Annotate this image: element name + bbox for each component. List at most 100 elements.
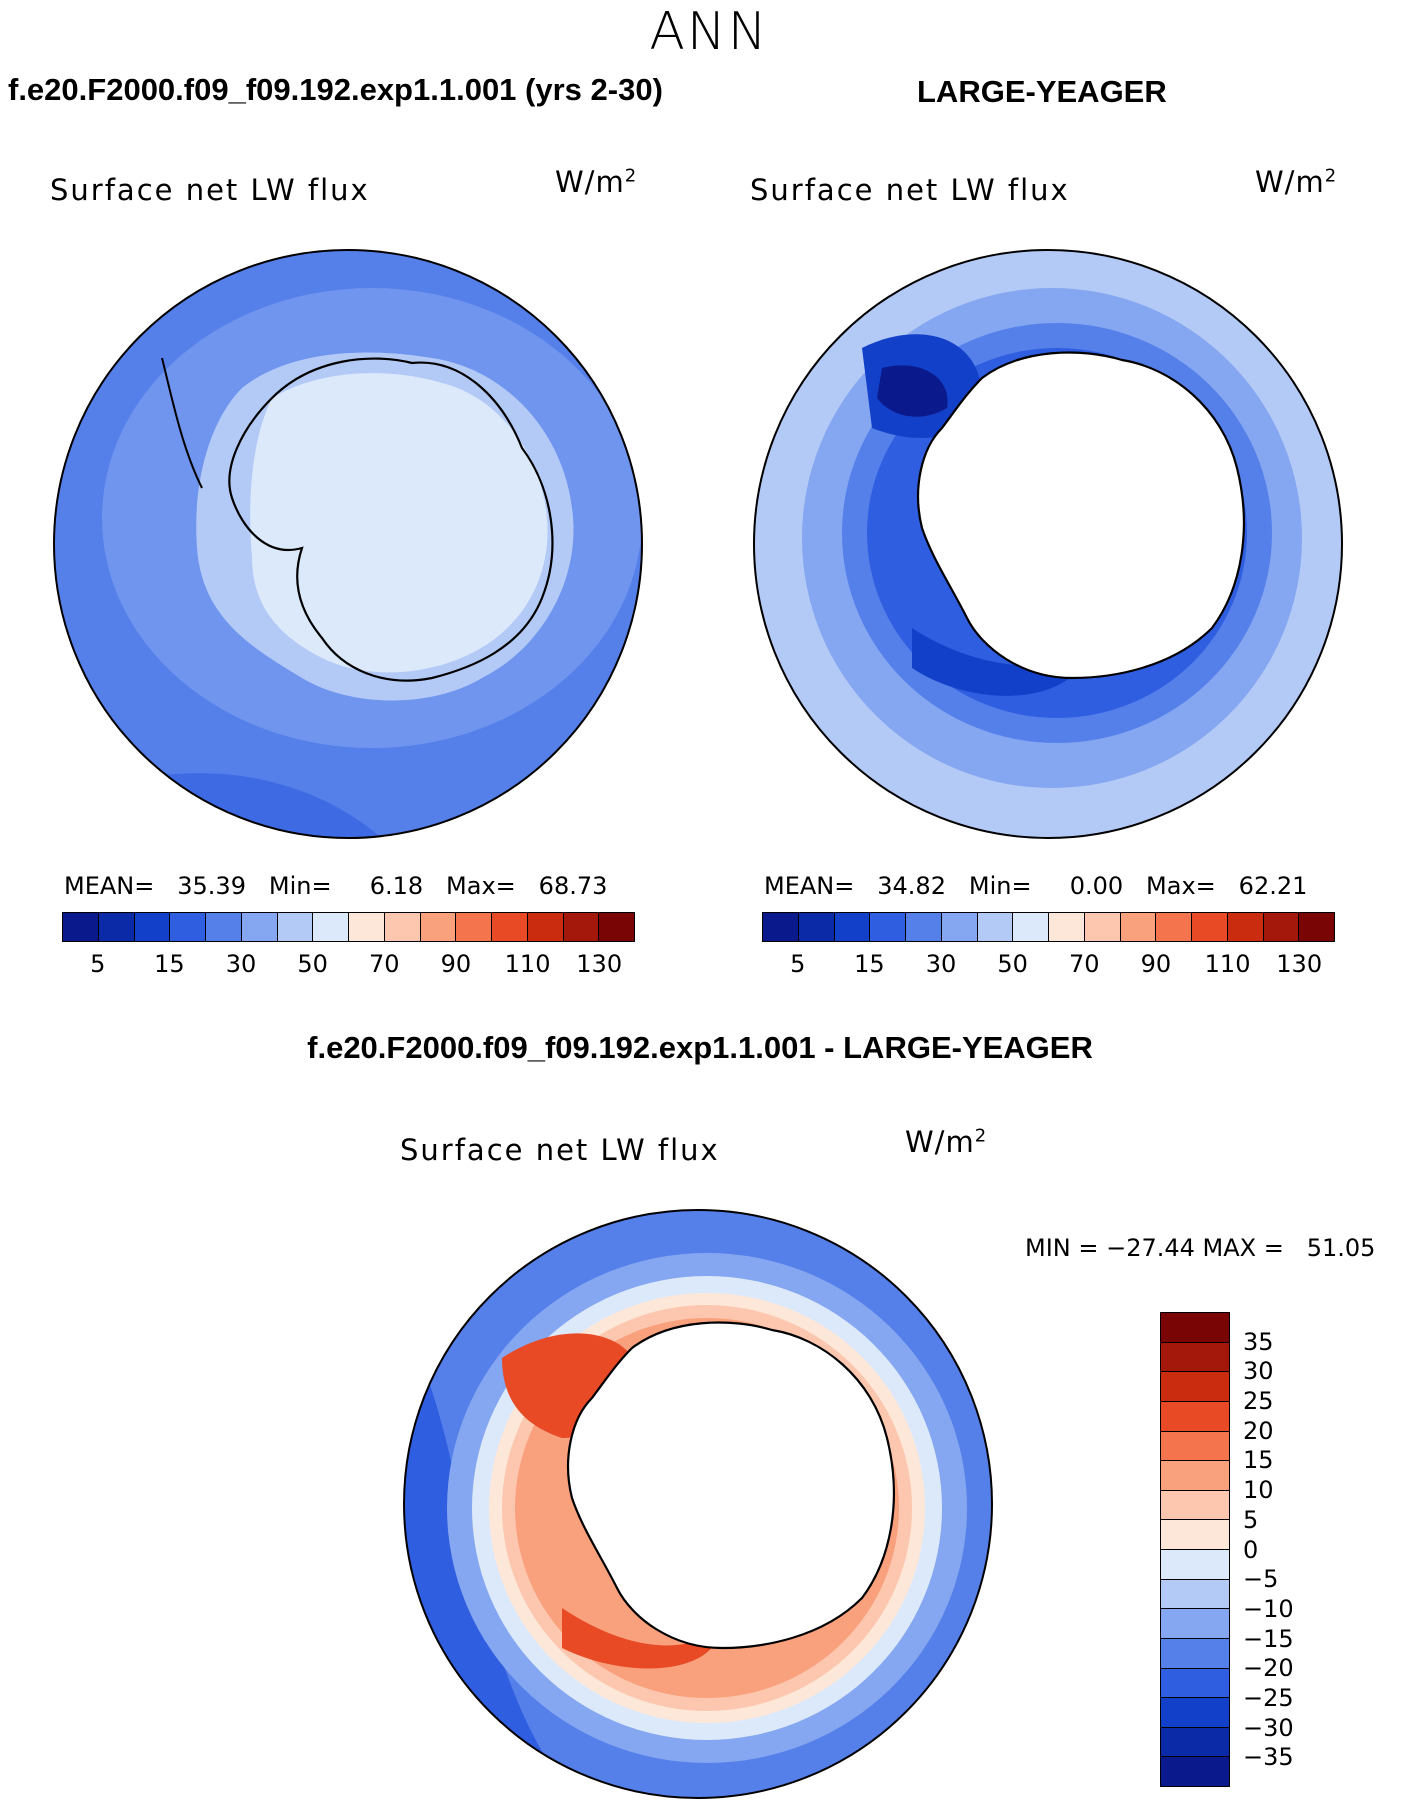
colorbar-swatch <box>1192 913 1228 941</box>
colorbar-swatch <box>1161 1520 1229 1550</box>
colorbar-tick-label: 35 <box>1243 1327 1274 1356</box>
colorbar-swatch <box>1161 1727 1229 1758</box>
mean-value: 34.82 <box>877 872 946 900</box>
colorbar-swatch <box>1161 1638 1229 1669</box>
peninsula-coastline <box>161 357 203 489</box>
units-diff: W/m2 <box>905 1125 988 1159</box>
colorbar-tick-label: 70 <box>1069 950 1100 978</box>
colorbar-swatch <box>1227 913 1264 941</box>
colorbar-swatch <box>1161 1431 1229 1462</box>
colorbar-tick-label: 70 <box>369 950 400 978</box>
colorbar-swatch <box>941 913 978 941</box>
max-label: Max= <box>1146 872 1216 900</box>
colorbar-tick-label: 30 <box>925 950 957 978</box>
colorbar-swatch <box>1161 1698 1229 1728</box>
map-border <box>403 1209 993 1799</box>
contour-band <box>912 628 1092 696</box>
colorbar-ticks-left: 5 15 30 50 70 90 110 130 <box>62 950 635 980</box>
colorbar-tick-label: 15 <box>1243 1446 1274 1475</box>
colorbar-swatch <box>1299 913 1334 941</box>
min-value: 6.18 <box>369 872 424 900</box>
colorbar-tick-label: −25 <box>1243 1683 1294 1712</box>
colorbar-swatch <box>1161 1579 1229 1610</box>
map-left <box>53 249 643 839</box>
contour-band <box>562 1608 722 1669</box>
mean-label: MEAN= <box>764 872 855 900</box>
colorbar-tick-label: 30 <box>225 950 257 978</box>
variable-title-left: Surface net LW flux <box>50 173 370 207</box>
mean-label: MEAN= <box>64 872 155 900</box>
units-left: W/m2 <box>555 165 638 199</box>
colorbar-tick-label: 90 <box>1140 950 1172 978</box>
colorbar-tick-label: −30 <box>1243 1713 1294 1742</box>
colorbar-tick-label: 110 <box>1204 950 1251 978</box>
colorbar-swatch <box>1161 1668 1229 1699</box>
colorbar-tick-label: 90 <box>440 950 472 978</box>
colorbar-tick-label: 0 <box>1243 1535 1259 1564</box>
colorbar-tick-label: 10 <box>1243 1476 1274 1505</box>
colorbar-swatch <box>349 913 385 941</box>
colorbar-swatch <box>241 913 278 941</box>
colorbar-swatch <box>456 913 492 941</box>
colorbar-swatch <box>313 913 349 941</box>
colorbar-swatch <box>1161 1313 1229 1343</box>
colorbar-swatch <box>63 913 99 941</box>
colorbar-swatch <box>1161 1372 1229 1402</box>
colorbar-swatch <box>170 913 206 941</box>
colorbar-swatch <box>1049 913 1085 941</box>
variable-title-right: Surface net LW flux <box>750 173 1070 207</box>
colorbar-swatch <box>1263 913 1300 941</box>
min-label: Min= <box>968 872 1032 900</box>
colorbar-swatch <box>1156 913 1192 941</box>
colorbar-swatch <box>277 913 314 941</box>
map-diff <box>403 1209 993 1799</box>
colorbar-swatch <box>1161 1757 1229 1786</box>
diff-title: f.e20.F2000.f09_f09.192.exp1.1.001 - LAR… <box>307 1030 1093 1065</box>
colorbar-tick-label: 50 <box>997 950 1028 978</box>
colorbar-swatch <box>1013 913 1049 941</box>
colorbar-tick-label: 5 <box>790 950 806 978</box>
map-border <box>53 249 643 839</box>
stats-left: MEAN= 35.39 Min= 6.18 Max= 68.73 <box>64 872 607 900</box>
colorbar-swatch <box>1161 1490 1229 1521</box>
colorbar-swatch <box>206 913 242 941</box>
colorbar-tick-label: 130 <box>1276 950 1323 978</box>
colorbar-swatch <box>98 913 135 941</box>
colorbar-tick-label: 20 <box>1243 1416 1274 1445</box>
colorbar-swatch <box>798 913 835 941</box>
colorbar-left <box>62 912 635 942</box>
colorbar-swatch <box>599 913 634 941</box>
colorbar-swatch <box>1161 1609 1229 1639</box>
colorbar-tick-label: −15 <box>1243 1624 1294 1653</box>
colorbar-swatch <box>492 913 528 941</box>
stats-right: MEAN= 34.82 Min= 0.00 Max= 62.21 <box>764 872 1307 900</box>
min-label: Min= <box>268 872 332 900</box>
colorbar-tick-label: 50 <box>297 950 328 978</box>
colorbar-swatch <box>977 913 1014 941</box>
colorbar-tick-label: 5 <box>90 950 106 978</box>
colorbar-swatch <box>134 913 171 941</box>
mean-value: 35.39 <box>177 872 246 900</box>
colorbar-tick-label: −5 <box>1243 1565 1279 1594</box>
contour-band <box>250 373 548 673</box>
colorbar-swatch <box>1161 1342 1229 1373</box>
colorbar-swatch <box>1084 913 1121 941</box>
colorbar-swatch <box>527 913 564 941</box>
colorbar-tick-label: 5 <box>1243 1505 1259 1534</box>
colorbar-swatch <box>1161 1550 1229 1580</box>
colorbar-swatch <box>834 913 871 941</box>
case-title-left: f.e20.F2000.f09_f09.192.exp1.1.001 (yrs … <box>8 72 663 107</box>
colorbar-tick-label: 130 <box>576 950 623 978</box>
diff-minmax: MIN = −27.44 MAX = 51.05 <box>1025 1234 1376 1262</box>
max-value: 68.73 <box>538 872 608 900</box>
min-value: 0.00 <box>1069 872 1124 900</box>
season-title: ANN <box>649 2 769 62</box>
colorbar-swatch <box>563 913 600 941</box>
units-right: W/m2 <box>1255 165 1338 199</box>
colorbar-swatch <box>384 913 421 941</box>
colorbar-tick-label: 15 <box>154 950 185 978</box>
colorbar-tick-label: −10 <box>1243 1594 1294 1623</box>
antarctica-coastline <box>228 357 554 682</box>
antarctica-coastline <box>916 351 1245 680</box>
colorbar-swatch <box>906 913 942 941</box>
